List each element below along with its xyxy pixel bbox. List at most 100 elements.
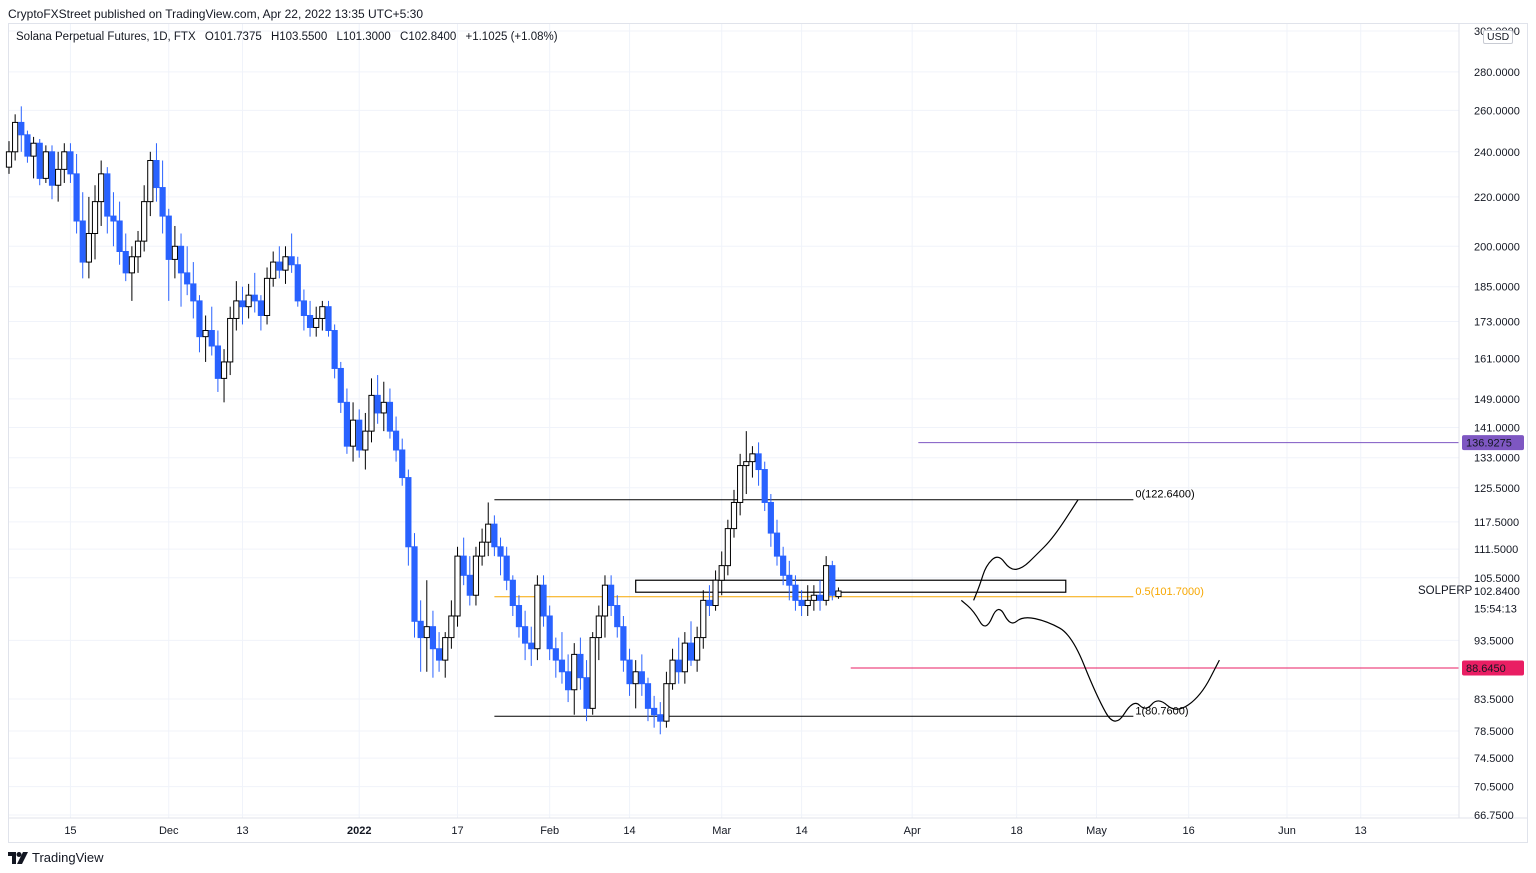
candle[interactable] bbox=[368, 378, 375, 443]
candle[interactable] bbox=[644, 677, 652, 722]
candle[interactable] bbox=[681, 632, 688, 684]
candle[interactable] bbox=[657, 702, 664, 735]
candle[interactable] bbox=[558, 632, 566, 684]
candle[interactable] bbox=[589, 632, 596, 715]
candle[interactable] bbox=[245, 283, 252, 319]
candle[interactable] bbox=[583, 660, 590, 722]
candle[interactable] bbox=[718, 551, 725, 596]
candle[interactable] bbox=[48, 145, 56, 200]
candle[interactable] bbox=[61, 143, 68, 183]
candle[interactable] bbox=[128, 246, 135, 301]
candle[interactable] bbox=[454, 546, 461, 627]
candle[interactable] bbox=[786, 560, 793, 601]
candle[interactable] bbox=[687, 621, 695, 666]
candle[interactable] bbox=[55, 151, 62, 202]
candle[interactable] bbox=[91, 185, 99, 260]
candle[interactable] bbox=[190, 262, 197, 319]
candle[interactable] bbox=[405, 469, 412, 566]
candle[interactable] bbox=[5, 141, 13, 174]
candle[interactable] bbox=[306, 300, 314, 337]
candle[interactable] bbox=[546, 605, 553, 661]
candle[interactable] bbox=[282, 246, 289, 284]
candle[interactable] bbox=[42, 145, 49, 183]
candle[interactable] bbox=[528, 626, 535, 666]
candle[interactable] bbox=[522, 610, 529, 661]
candle[interactable] bbox=[325, 300, 332, 337]
candle[interactable] bbox=[24, 130, 31, 163]
candle[interactable] bbox=[313, 306, 320, 337]
candle[interactable] bbox=[601, 575, 609, 638]
candle[interactable] bbox=[288, 233, 295, 273]
candle[interactable] bbox=[343, 388, 351, 454]
candle[interactable] bbox=[835, 587, 842, 599]
candle[interactable] bbox=[816, 580, 824, 611]
candle[interactable] bbox=[411, 533, 418, 638]
candle[interactable] bbox=[196, 295, 203, 353]
candle[interactable] bbox=[270, 251, 277, 287]
candle[interactable] bbox=[349, 402, 357, 462]
candle[interactable] bbox=[294, 256, 301, 307]
candle[interactable] bbox=[356, 409, 363, 458]
candle[interactable] bbox=[159, 160, 166, 234]
candle[interactable] bbox=[116, 201, 123, 265]
candle[interactable] bbox=[663, 671, 670, 728]
candle[interactable] bbox=[374, 375, 381, 424]
candle[interactable] bbox=[792, 575, 799, 611]
candle[interactable] bbox=[472, 546, 480, 606]
candle[interactable] bbox=[620, 615, 627, 672]
candle[interactable] bbox=[829, 560, 836, 601]
candle[interactable] bbox=[700, 590, 707, 649]
candle[interactable] bbox=[743, 431, 750, 495]
candle[interactable] bbox=[515, 595, 523, 638]
candle[interactable] bbox=[737, 453, 744, 516]
candle[interactable] bbox=[595, 605, 602, 661]
candle[interactable] bbox=[165, 208, 172, 301]
candle[interactable] bbox=[380, 381, 387, 432]
candle[interactable] bbox=[202, 315, 209, 362]
candle[interactable] bbox=[749, 446, 756, 478]
candle[interactable] bbox=[755, 442, 762, 486]
candle[interactable] bbox=[134, 230, 142, 273]
candle[interactable] bbox=[608, 575, 615, 616]
candle[interactable] bbox=[276, 246, 283, 279]
candle[interactable] bbox=[36, 139, 43, 186]
candle[interactable] bbox=[233, 281, 240, 331]
candle[interactable] bbox=[466, 556, 473, 606]
price-axis[interactable]: 280.0000 260.0000 240.0000 220.0000 200.0000… bbox=[1474, 26, 1520, 822]
candle[interactable] bbox=[435, 632, 443, 672]
candle[interactable] bbox=[184, 246, 191, 296]
candle[interactable] bbox=[694, 626, 701, 672]
candle[interactable] bbox=[417, 600, 424, 672]
candle[interactable] bbox=[491, 515, 498, 557]
candle[interactable] bbox=[208, 306, 215, 356]
candle[interactable] bbox=[147, 151, 154, 217]
candle[interactable] bbox=[571, 643, 578, 715]
candle[interactable] bbox=[67, 143, 74, 183]
candle[interactable] bbox=[30, 136, 37, 179]
candle[interactable] bbox=[706, 585, 713, 616]
candle[interactable] bbox=[773, 519, 781, 566]
candle[interactable] bbox=[485, 502, 492, 557]
candle[interactable] bbox=[823, 556, 830, 606]
candle[interactable] bbox=[153, 143, 160, 202]
candle[interactable] bbox=[300, 289, 308, 331]
candle[interactable] bbox=[577, 637, 584, 690]
candle[interactable] bbox=[767, 494, 774, 547]
candle[interactable] bbox=[319, 300, 326, 331]
candle[interactable] bbox=[798, 590, 805, 616]
currency-button[interactable]: USD bbox=[1483, 30, 1514, 44]
candle[interactable] bbox=[104, 167, 111, 234]
candle[interactable] bbox=[257, 295, 265, 331]
candle[interactable] bbox=[122, 233, 129, 282]
candle[interactable] bbox=[386, 388, 394, 439]
candle[interactable] bbox=[632, 660, 639, 709]
candle[interactable] bbox=[171, 225, 178, 279]
time-axis[interactable]: 15 Dec 13 2022 17 Feb 14 Mar 14 Apr 18 May 16 Jun 13 bbox=[64, 825, 1367, 837]
candle[interactable] bbox=[503, 546, 510, 591]
candle[interactable] bbox=[761, 461, 768, 512]
candle[interactable] bbox=[79, 192, 86, 279]
candle[interactable] bbox=[497, 537, 504, 576]
candle[interactable] bbox=[810, 585, 817, 611]
candle[interactable] bbox=[177, 233, 185, 307]
candle[interactable] bbox=[638, 654, 645, 696]
